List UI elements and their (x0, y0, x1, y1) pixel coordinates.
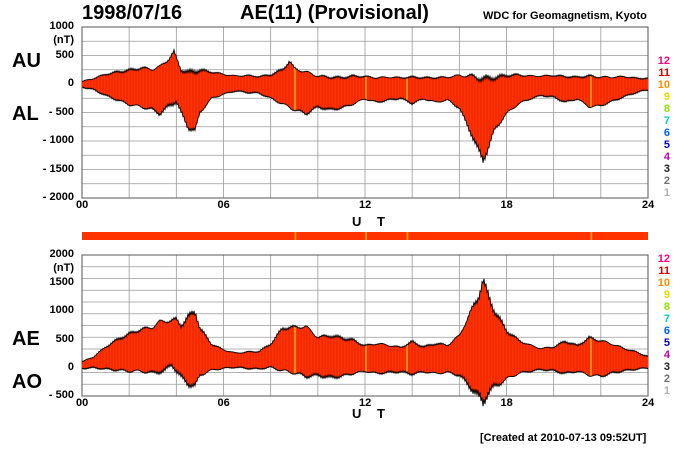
x-tick-label: 12 (359, 397, 372, 409)
station-legend-number: 9 (663, 289, 670, 301)
station-legend-number: 11 (658, 265, 670, 277)
x-axis-title: U T (352, 214, 391, 229)
series-line-au (81, 47, 649, 84)
coverage-strip (82, 232, 648, 240)
station-legend-number: 5 (663, 139, 670, 151)
coverage-marker (365, 232, 367, 240)
series-line-ao (81, 362, 649, 407)
y-tick-label: 1000 (49, 20, 74, 32)
station-legend-number: 10 (657, 79, 670, 91)
envelope-fill-ae-ao (82, 278, 648, 407)
x-tick-label: 12 (359, 199, 372, 211)
station-legend-number: 2 (663, 175, 670, 187)
y-tick-label: - 2000 (42, 191, 74, 203)
grid-0 (81, 26, 649, 199)
series-label-al: AL (12, 103, 39, 125)
y-tick-label: 0 (67, 77, 74, 89)
station-legend-number: 4 (663, 151, 670, 163)
station-legend-number: 8 (663, 301, 670, 313)
station-legend-number: 12 (657, 55, 670, 67)
envelope-hatch (81, 53, 647, 157)
station-legend-number: 11 (658, 67, 670, 79)
series-line-ae (81, 278, 649, 363)
x-tick-label: 00 (76, 199, 89, 211)
station-legend-number: 1 (663, 385, 670, 397)
station-legend-number: 3 (663, 361, 670, 373)
x-tick-label: 00 (76, 397, 89, 409)
y-tick-label: - 500 (48, 105, 74, 118)
x-tick-label: 24 (642, 397, 655, 409)
plot-frame (81, 26, 649, 199)
station-legend-number: 3 (663, 163, 670, 175)
station-legend-number: 5 (663, 337, 670, 349)
station-legend-number: 2 (663, 373, 670, 385)
y-tick-label: 500 (55, 48, 74, 61)
x-tick-label: 24 (642, 199, 655, 211)
y-unit-label: (nT) (53, 34, 74, 46)
y-tick-label: 1500 (49, 276, 74, 289)
y-unit-label: (nT) (53, 262, 74, 274)
coverage-marker (406, 232, 409, 240)
data-source: WDC for Geomagnetism, Kyoto (483, 10, 647, 22)
y-tick-label: - 1500 (42, 162, 74, 175)
station-legend-number: 6 (663, 325, 670, 337)
x-axis-title: U T (352, 406, 391, 421)
series-label-au: AU (12, 50, 41, 72)
x-tick-label: 06 (217, 397, 230, 409)
y-tick-label: 1000 (49, 304, 74, 317)
envelope-hatch (81, 278, 647, 402)
x-tick-label: 18 (500, 397, 513, 409)
plot-frame (81, 254, 649, 397)
coverage-marker (294, 232, 297, 240)
station-legend-number: 9 (663, 91, 670, 103)
series-label-ao: AO (12, 371, 42, 393)
station-legend-number: 1 (663, 187, 670, 199)
y-tick-label: - 500 (48, 389, 74, 401)
y-tick-label: 500 (55, 332, 74, 345)
chart-date: 1998/07/16 (82, 2, 183, 24)
y-tick-label: 2000 (49, 248, 74, 260)
series-label-ae: AE (12, 328, 40, 350)
created-timestamp: [Created at 2010-07-13 09:52UT] (480, 432, 647, 444)
station-legend-number: 12 (657, 253, 670, 265)
coverage-marker (590, 232, 593, 240)
station-legend-number: 8 (663, 103, 670, 115)
x-tick-label: 06 (217, 199, 230, 211)
envelope-fill-au-al (82, 49, 648, 163)
station-legend-number: 10 (657, 277, 670, 289)
chart-title: AE(11) (Provisional) (240, 2, 429, 24)
station-legend-number: 4 (663, 349, 670, 361)
station-legend-number: 6 (663, 127, 670, 139)
series-line-al (81, 86, 649, 163)
x-tick-label: 18 (500, 199, 513, 211)
y-tick-label: 0 (67, 360, 74, 373)
station-legend-number: 7 (663, 313, 670, 325)
y-tick-label: - 1000 (42, 134, 74, 146)
station-legend-number: 7 (663, 115, 670, 127)
